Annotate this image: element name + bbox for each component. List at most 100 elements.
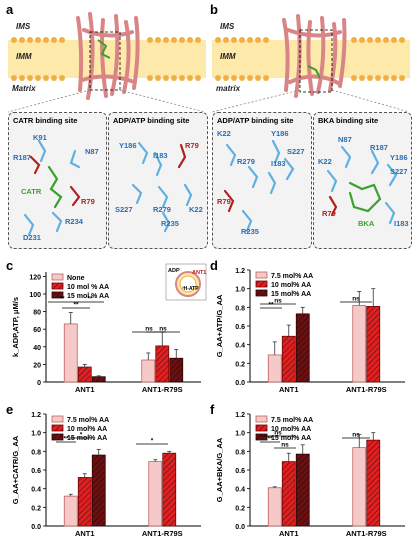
- legend-swatch: [51, 433, 64, 441]
- x-tick-label: ANT1: [75, 529, 95, 538]
- residue-label: R187: [13, 153, 31, 162]
- y-tick-label: 0.6: [235, 468, 245, 475]
- y-tick-label: 120: [29, 274, 41, 281]
- bar: [267, 354, 282, 383]
- bka-binding-site-box: BKA binding site N87 R187 K22 Y186 S227 …: [313, 112, 412, 249]
- bar: [366, 439, 381, 527]
- ims-label-a: IMS: [16, 22, 31, 31]
- legend-swatch: [255, 424, 268, 432]
- x-tick-label: ANT1-R79S: [346, 385, 387, 394]
- residue-label: I183: [153, 151, 168, 160]
- y-tick-label: 0.2: [31, 505, 41, 512]
- significance-label: **: [59, 296, 65, 303]
- legend-label: 15 mol% AA: [67, 435, 107, 442]
- legend-label: None: [67, 275, 85, 282]
- residue-label: R279: [237, 157, 255, 166]
- y-tick-label: 20: [33, 362, 41, 369]
- significance-label: ns: [352, 296, 360, 303]
- residue-label: R79: [217, 197, 231, 206]
- y-tick-label: 40: [33, 345, 41, 352]
- legend-swatch: [255, 280, 268, 288]
- residue-label: Y186: [119, 141, 137, 150]
- residue-label: R235: [161, 219, 179, 228]
- residue-label: S227: [390, 167, 408, 176]
- panel-a-letter: a: [6, 2, 14, 17]
- bar: [77, 477, 92, 527]
- bar: [77, 366, 92, 383]
- catr-site-sticks: [23, 139, 81, 237]
- bar: [63, 323, 78, 383]
- residue-label: N87: [338, 135, 352, 144]
- y-tick-label: 80: [33, 310, 41, 317]
- y-axis-label: k_ADP,ATP, μM/s: [11, 297, 20, 357]
- significance-label: *: [151, 438, 154, 445]
- matrix-label-b: matrix: [216, 84, 241, 93]
- bar: [91, 376, 106, 383]
- legend-swatch: [51, 415, 64, 423]
- bar: [366, 306, 381, 383]
- adp-atp-binding-site-box-b: ADP/ATP binding site K22 Y186 S227 R279 …: [212, 112, 312, 249]
- ims-label-b: IMS: [220, 22, 235, 31]
- bar-chart-f: 0.0 0.2 0.4 0.6 0.8 1.0 1.2 G_AA+BKA/G_AA ANT1 AN…: [215, 412, 405, 538]
- bar-chart-e: 0.0 0.2 0.4 0.6 0.8 1.0 1.2 G_AA+CATR/G_AA ANT1 A…: [11, 412, 201, 538]
- residue-label: K22: [318, 157, 332, 166]
- legend-swatch: [255, 289, 268, 297]
- inset-ant-label: ANT1: [192, 270, 206, 276]
- bar-chart-c: 0 20 40 60 80 100 120 k_ADP,ATP, μM/s ANT1 ANT1-R…: [11, 263, 206, 394]
- legend-label: 15 mol % AA: [67, 293, 109, 300]
- y-axis-label: G_AA+CATR/G_AA: [11, 435, 20, 504]
- x-tick-label: ANT1: [279, 529, 299, 538]
- y-tick-label: 0.2: [235, 361, 245, 368]
- imm-label-a: IMM: [16, 52, 32, 61]
- legend-label: 15 mol% AA: [271, 291, 311, 298]
- adp-atp-site-sticks-b: [223, 139, 295, 233]
- residue-label: R235: [241, 227, 259, 236]
- y-tick-label: 0.4: [31, 487, 41, 494]
- residue-label: R187: [370, 143, 388, 152]
- y-tick-label: 0.2: [235, 505, 245, 512]
- imm-label-b: IMM: [220, 52, 236, 61]
- bar: [162, 452, 177, 527]
- x-tick-label: ANT1-R79S: [142, 529, 183, 538]
- bar: [169, 357, 184, 383]
- bar: [281, 335, 296, 383]
- y-tick-label: 0.6: [31, 468, 41, 475]
- y-tick-label: 0.0: [31, 524, 41, 531]
- bar-chart-d: 0.0 0.2 0.4 0.6 0.8 1.0 1.2 G_AA+ATP/G_AA ANT1 AN…: [215, 268, 405, 394]
- y-tick-label: 0.8: [235, 449, 245, 456]
- adp-atp-site-sticks-a: [131, 141, 193, 233]
- bar: [63, 495, 78, 527]
- bar: [148, 461, 163, 527]
- legend-label: 15 mol% AA: [271, 435, 311, 442]
- membrane-illustration-b: [212, 14, 410, 98]
- significance-label: *: [80, 432, 83, 439]
- residue-label: R234: [65, 217, 83, 226]
- y-tick-label: 0.4: [235, 487, 245, 494]
- panel-c-letter: c: [6, 258, 14, 273]
- site-title: CATR binding site: [13, 116, 78, 125]
- residue-label: BKA: [358, 219, 375, 228]
- y-tick-label: 60: [33, 327, 41, 334]
- site-title: ADP/ATP binding site: [217, 116, 294, 125]
- significance-label: **: [73, 302, 79, 309]
- site-title: BKA binding site: [318, 116, 379, 125]
- legend-swatch: [51, 273, 64, 281]
- bar: [295, 313, 310, 383]
- y-tick-label: 0: [37, 380, 41, 387]
- x-tick-label: ANT1-R79S: [346, 529, 387, 538]
- legend-swatch: [51, 424, 64, 432]
- residue-label: CATR: [21, 187, 42, 196]
- x-tick-label: ANT1: [75, 385, 95, 394]
- inset-adp-label: ADP: [168, 268, 180, 274]
- residue-label: K22: [189, 205, 203, 214]
- residue-label: S227: [115, 205, 133, 214]
- panel-e-letter: e: [6, 402, 14, 417]
- bar: [352, 305, 367, 383]
- liposome-lumen: [179, 275, 197, 293]
- y-tick-label: 0.0: [235, 524, 245, 531]
- legend-swatch: [51, 282, 64, 290]
- y-tick-label: 1.0: [31, 431, 41, 438]
- panel-d-letter: d: [210, 258, 218, 273]
- panel-b-letter: b: [210, 2, 218, 17]
- y-tick-label: 1.2: [235, 412, 245, 419]
